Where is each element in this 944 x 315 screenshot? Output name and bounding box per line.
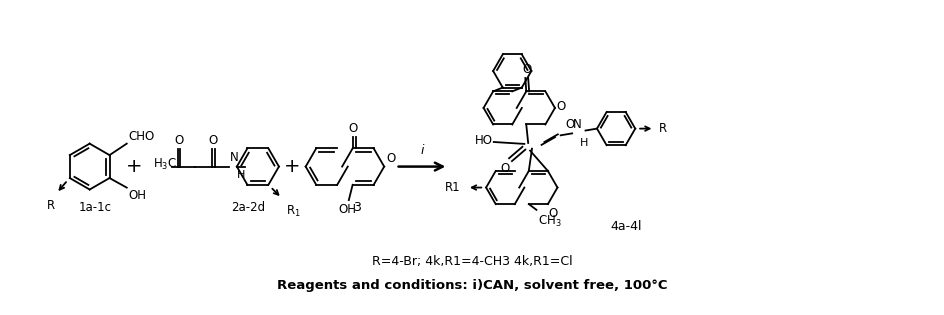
Text: OH: OH	[339, 203, 357, 216]
Text: N: N	[230, 151, 239, 164]
Text: O: O	[347, 122, 357, 135]
Text: OH: OH	[128, 189, 146, 202]
Text: +: +	[284, 157, 300, 176]
Text: CHO: CHO	[128, 130, 155, 143]
Text: H: H	[580, 138, 587, 148]
Text: R$_1$: R$_1$	[285, 204, 300, 219]
Text: O: O	[500, 162, 510, 175]
Text: +: +	[126, 157, 142, 176]
Text: R: R	[46, 199, 55, 212]
Text: R=4-Br; 4k,R1=4-CH3 4k,R1=Cl: R=4-Br; 4k,R1=4-CH3 4k,R1=Cl	[371, 255, 572, 268]
Text: O: O	[174, 135, 183, 147]
Text: CH$_3$: CH$_3$	[538, 214, 562, 229]
Text: HO: HO	[474, 134, 492, 146]
Text: Reagents and conditions: i)CAN, solvent free, 100°C: Reagents and conditions: i)CAN, solvent …	[277, 279, 666, 292]
Text: O: O	[548, 207, 558, 220]
Text: O: O	[208, 135, 217, 147]
Text: H: H	[237, 170, 245, 180]
Text: H$_3$C: H$_3$C	[153, 157, 177, 172]
Text: 4a-4l: 4a-4l	[609, 220, 641, 233]
Text: O: O	[522, 63, 531, 76]
Text: O: O	[386, 152, 395, 165]
Text: R: R	[658, 122, 666, 135]
Text: O: O	[565, 118, 574, 131]
Text: 1a-1c: 1a-1c	[78, 201, 111, 214]
Text: 2a-2d: 2a-2d	[231, 201, 265, 214]
Text: N: N	[572, 117, 582, 130]
Text: 3: 3	[352, 201, 361, 214]
Text: R1: R1	[445, 181, 460, 194]
Text: i: i	[420, 144, 423, 157]
Text: O: O	[555, 100, 565, 113]
